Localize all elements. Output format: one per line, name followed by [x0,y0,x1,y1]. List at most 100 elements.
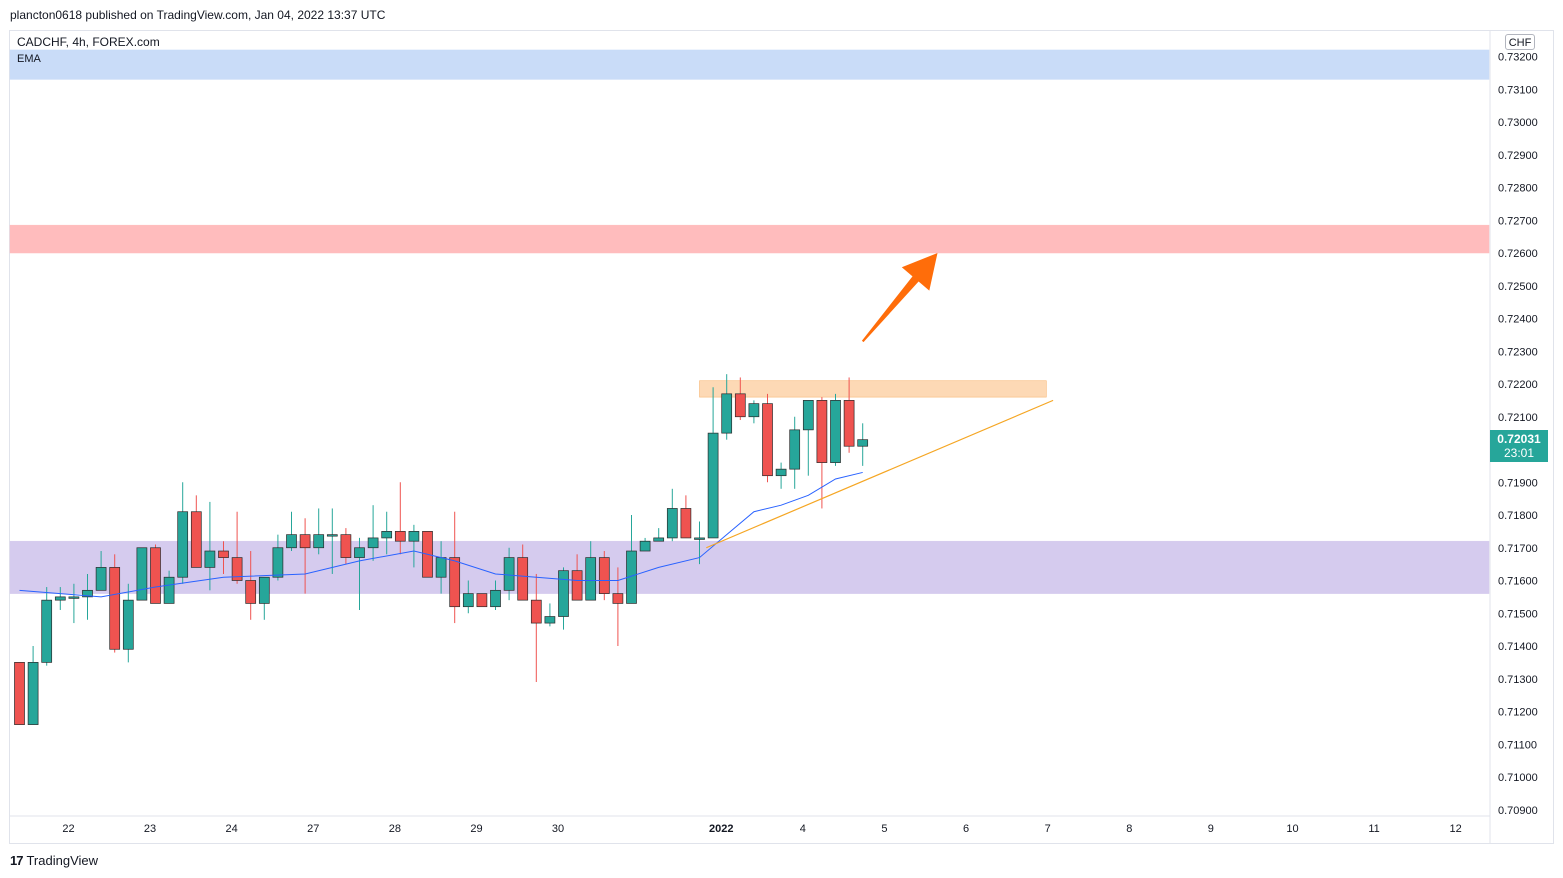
candle-body [435,557,447,578]
candle-body [653,537,665,542]
candle-body [231,557,243,581]
price-tick: 0.73200 [1498,52,1538,64]
candle [585,541,597,601]
ema-line [19,471,863,598]
price-tick: 0.72500 [1498,281,1538,293]
candle-body [258,576,270,604]
candle [571,554,583,601]
candle-body [789,429,801,470]
time-tick: 29 [470,823,482,835]
price-tick: 0.73000 [1498,117,1538,129]
candle-body [27,662,39,725]
candle [653,528,665,542]
candle [272,534,284,581]
candle-body [530,599,542,624]
candle-body [517,557,529,601]
candle [122,583,134,663]
candle [190,495,202,568]
candle-body [218,550,229,558]
price-tick: 0.70900 [1498,805,1538,817]
ema-legend[interactable]: EMA [17,53,41,65]
time-tick: 30 [552,823,564,835]
candle [762,393,773,483]
candle-body [843,400,855,447]
overlay-layer [19,253,1054,598]
candle-body [163,576,175,604]
blue-zone [9,49,1490,80]
candle [218,541,229,574]
candle [449,511,461,624]
candle [54,587,66,610]
candle [68,583,80,624]
time-tick: 24 [226,823,238,835]
candle-body [136,547,148,601]
candle [789,416,801,489]
candle [27,646,39,725]
candle [666,488,678,542]
candle-body [449,557,461,608]
candle-body [95,567,107,591]
tradingview-footer[interactable]: 17 TradingView [0,848,310,874]
candles-layer [14,374,869,725]
price-tick: 0.72600 [1498,248,1538,260]
candle-body [14,662,25,725]
candle-body [585,557,597,601]
candle-body [830,400,841,463]
candle-body [544,616,556,624]
resistance-box [699,380,1047,398]
candle [490,580,501,610]
candle [775,462,787,489]
candle [286,511,297,552]
candle-body [857,439,869,447]
price-tick: 0.72800 [1498,183,1538,195]
price-tick: 0.72200 [1498,379,1538,391]
candle [558,567,569,630]
candle-body [367,537,379,549]
candle-body [299,534,311,549]
time-tick: 11 [1368,823,1379,835]
time-tick: 4 [800,823,806,835]
time-tick: 9 [1208,823,1214,835]
candle [857,423,869,466]
bullish-arrow [861,253,938,343]
candle-body [802,400,814,431]
candle-body [558,570,569,617]
candle [830,393,841,466]
symbol-legend[interactable]: CADCHF, 4h, FOREX.com [17,35,160,49]
candle-body [408,531,420,542]
candle [245,551,257,620]
time-tick: 27 [307,823,319,835]
candle [41,587,53,666]
candle [476,593,488,608]
candle-body [816,400,828,463]
candle [299,518,311,594]
candle-body [666,508,678,539]
candle [204,501,216,591]
candle-body [41,599,53,663]
tradingview-logo-icon: 17 [10,853,24,868]
tradingview-brand: TradingView [26,853,99,868]
candle [721,374,733,440]
candle [680,495,692,539]
candle [816,397,828,509]
candle [136,547,148,601]
currency-button[interactable]: CHF [1505,34,1535,50]
time-axis: 22 23 24 27 28 29 30 2022 4 5 6 7 8 9 10 11 12 [62,823,1461,835]
candle-body [354,547,365,558]
price-tick: 0.71600 [1498,576,1538,588]
candle-body [748,403,760,418]
candle [462,580,474,614]
candle-body [476,593,488,608]
candle [394,482,406,555]
time-tick: 7 [1045,823,1051,835]
candle-body [503,557,515,591]
zones-layer [9,49,1490,594]
time-tick: 23 [144,823,156,835]
candle [843,377,855,453]
candle [367,505,379,561]
candle [530,573,542,683]
candle [313,508,325,555]
support-trendline [706,399,1054,549]
candle [408,524,420,568]
